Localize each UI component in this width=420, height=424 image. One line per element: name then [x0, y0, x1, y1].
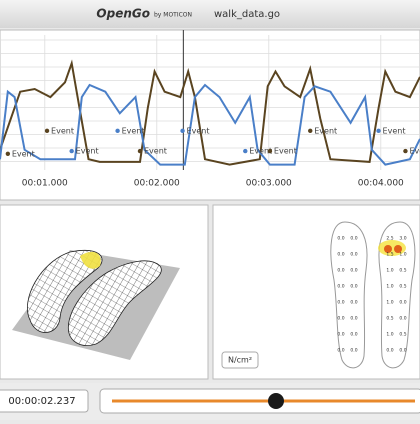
event-label: Event — [76, 147, 99, 156]
pressure-value: 1.0 — [386, 268, 393, 274]
pressure-value: 0.5 — [386, 316, 393, 322]
time-box — [0, 389, 89, 413]
event-marker — [69, 148, 74, 154]
right-insole-map — [378, 221, 416, 369]
event-marker — [267, 148, 273, 154]
left-insole-3d — [27, 250, 103, 333]
pressure-value: 0.0 — [337, 332, 344, 338]
event-label: Event — [187, 126, 210, 135]
pressure-value: 1.0 — [386, 332, 393, 338]
event-marker — [180, 128, 185, 134]
pressure-value: 0.0 — [399, 316, 406, 322]
pressure-value: 0.0 — [350, 252, 357, 258]
pressure-value: 1.0 — [386, 300, 393, 306]
signal-line — [0, 59, 420, 166]
signal-line — [0, 83, 420, 166]
event-label: Event — [409, 147, 420, 156]
x-tick-label: 00:04.000 — [358, 179, 404, 189]
pressure-value: 2.5 — [386, 236, 393, 242]
event-label: Event — [144, 147, 167, 156]
pressure-value: 0.0 — [337, 316, 344, 322]
pressure-value: 0.0 — [337, 300, 344, 306]
pressure-value: 0.0 — [350, 316, 357, 322]
event-marker — [243, 148, 248, 154]
x-tick-label: 00:01.000 — [22, 179, 68, 189]
pressure-value: 0.0 — [399, 348, 406, 354]
plot: 00:01.000 00:02.000 00:03.000 00:04.000 Even… — [0, 30, 420, 189]
event-marker — [376, 128, 381, 134]
event-label: Event — [12, 149, 35, 158]
pressure-value: 0.0 — [337, 284, 344, 290]
brand: by MOTICON — [154, 12, 192, 19]
pressure-value: 0.0 — [337, 268, 344, 274]
heat-spot — [394, 245, 402, 253]
event-marker — [44, 128, 50, 134]
pressure-value: 0.5 — [399, 332, 406, 338]
pressure-value: 0.0 — [337, 252, 344, 258]
pressure-value: 0.5 — [399, 284, 406, 290]
pressure-value: 3.0 — [399, 236, 406, 242]
event-marker — [137, 148, 143, 154]
right-insole-3d — [68, 260, 162, 346]
file-name: walk_data.go — [214, 9, 280, 20]
pressure-values: 0.0 0.0 0.0 0.0 0.0 0.0 0.0 0.0 0.0 0.0 0.0 0.0 0.0 0… — [337, 236, 406, 354]
unit-box — [221, 351, 259, 369]
pressure-value: 0.0 — [350, 300, 357, 306]
event-marker — [115, 128, 120, 134]
pressure-value: 0.0 — [350, 348, 357, 354]
pressure-value: 1.0 — [399, 252, 406, 258]
title-bar — [0, 0, 420, 28]
pressure-value: 1.5 — [386, 252, 393, 258]
event-label: Event — [274, 147, 297, 156]
pressure-value: 0.5 — [399, 268, 406, 274]
left-insole-map — [330, 221, 368, 369]
pressure-value: 0.0 — [350, 268, 357, 274]
pressure-highlight — [80, 251, 101, 269]
x-tick-label: 00:02.000 — [134, 179, 180, 189]
pressure-value: 1.0 — [386, 284, 393, 290]
pressure-value: 0.0 — [350, 236, 357, 242]
event-marker — [308, 128, 313, 134]
event-label: Event — [314, 126, 337, 135]
pressure-value: 0.0 — [386, 348, 393, 354]
pressure-value: 0.0 — [337, 348, 344, 354]
event-label: Event — [383, 126, 406, 135]
event-marker — [403, 148, 408, 154]
event-label: Event — [122, 126, 145, 135]
x-tick-label: 00:03.000 — [246, 179, 292, 189]
pressure-value: 0.0 — [350, 332, 357, 338]
time-display: 00:00:02.237 — [8, 396, 75, 407]
event-label: Event — [249, 147, 272, 156]
pressure-value: 0.0 — [399, 300, 406, 306]
pressure-value: 0.0 — [337, 236, 344, 242]
pressure-value: 0.0 — [350, 284, 357, 290]
event-marker — [5, 151, 11, 156]
slider-knob[interactable] — [268, 393, 284, 409]
app-name: OpenGo — [96, 7, 150, 21]
heat-spot — [384, 245, 392, 253]
event-label: Event — [51, 126, 74, 135]
unit-label: N/cm² — [228, 356, 252, 365]
chart-panel — [0, 29, 420, 201]
